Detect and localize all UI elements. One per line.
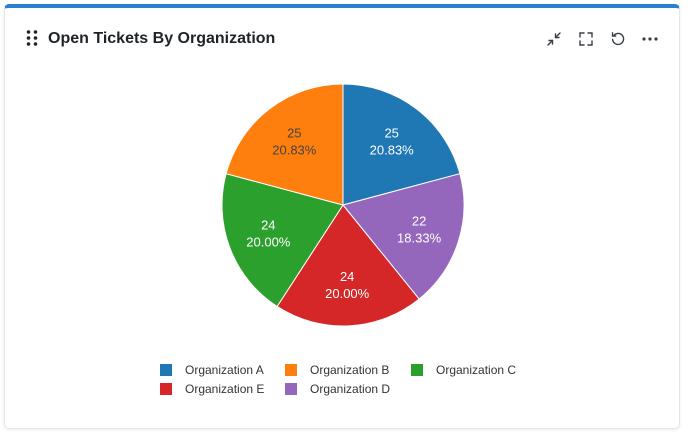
- legend-swatch: [285, 363, 297, 376]
- legend-label: Organization C: [436, 362, 517, 377]
- slice-value-label: 22: [412, 214, 426, 229]
- legend-item-organization-d[interactable]: Organization D: [285, 381, 411, 396]
- fullscreen-icon[interactable]: [577, 30, 595, 48]
- pie-slice-organization-a[interactable]: [342, 83, 461, 206]
- legend-item-organization-b[interactable]: Organization B: [285, 362, 411, 377]
- slice-value-label: 25: [287, 126, 301, 141]
- widget-toolbar: [545, 30, 659, 48]
- slice-value-label: 24: [261, 218, 275, 233]
- legend-label: Organization B: [310, 362, 390, 377]
- pie-chart: 25 20.83% 22 18.33% 24 20.00% 24 20.00% 25 20.83%: [221, 83, 465, 327]
- slice-percent-label: 20.00%: [325, 286, 370, 301]
- legend-swatch: [411, 363, 423, 376]
- legend-item-organization-c[interactable]: Organization C: [411, 362, 551, 377]
- minimize-icon[interactable]: [545, 30, 563, 48]
- legend-item-organization-a[interactable]: Organization A: [160, 362, 285, 377]
- legend-swatch: [285, 382, 297, 395]
- drag-handle-icon[interactable]: [25, 29, 39, 47]
- pie-slice-organization-b[interactable]: [225, 83, 344, 206]
- slice-value-label: 24: [340, 269, 354, 284]
- slice-value-label: 25: [384, 126, 398, 141]
- legend-item-organization-e[interactable]: Organization E: [160, 381, 285, 396]
- legend-swatch: [160, 363, 172, 376]
- refresh-icon[interactable]: [609, 30, 627, 48]
- chart-legend: Organization A Organization B Organization…: [160, 362, 560, 396]
- slice-percent-label: 20.83%: [272, 143, 317, 158]
- legend-label: Organization E: [185, 381, 265, 396]
- pie-slice-organization-c[interactable]: [221, 173, 344, 308]
- legend-label: Organization D: [310, 381, 391, 396]
- slice-percent-label: 20.00%: [246, 235, 291, 250]
- slice-percent-label: 20.83%: [370, 143, 415, 158]
- slice-percent-label: 18.33%: [397, 231, 442, 246]
- pie-slice-organization-d[interactable]: [342, 173, 465, 300]
- legend-label: Organization A: [185, 362, 264, 377]
- widget-title: Open Tickets By Organization: [48, 30, 276, 47]
- pie-slice-organization-e[interactable]: [276, 204, 420, 327]
- more-icon[interactable]: [641, 30, 659, 48]
- widget-header: Open Tickets By Organization: [5, 8, 679, 64]
- legend-swatch: [160, 382, 172, 395]
